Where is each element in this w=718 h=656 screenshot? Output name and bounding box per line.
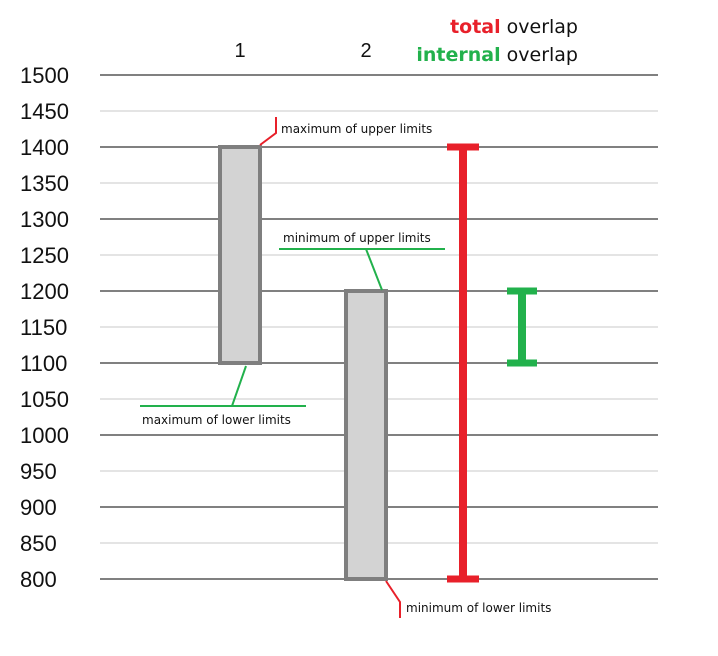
y-axis-tick-labels: 1500 1450 1400 1350 1300 1250 1200 1150 1100 1050… xyxy=(20,63,69,592)
internal-overlap-marker xyxy=(507,287,537,367)
min-lower-label: minimum of lower limits xyxy=(406,601,551,615)
max-upper-leader-line xyxy=(259,117,277,146)
legend-total-overlap: total overlap xyxy=(450,16,578,38)
min-upper-label: minimum of upper limits xyxy=(283,231,431,245)
max-lower-leader xyxy=(140,365,306,407)
y-tick-label: 1300 xyxy=(20,207,69,232)
range-bar-2 xyxy=(344,289,388,581)
y-tick-label: 1150 xyxy=(20,315,67,340)
y-tick-label: 800 xyxy=(20,567,57,592)
category-label: 1 xyxy=(234,40,245,62)
range-bar-1 xyxy=(218,145,262,365)
min-lower-leader xyxy=(385,580,401,618)
range-bars xyxy=(218,145,388,581)
max-upper-label: maximum of upper limits xyxy=(281,122,432,136)
overlap-markers xyxy=(447,143,537,583)
y-tick-label: 1450 xyxy=(20,99,69,124)
legend-internal-label: overlap xyxy=(507,44,578,66)
legend-internal-overlap: internal overlap xyxy=(416,44,578,66)
min-lower-leader-line xyxy=(385,580,401,618)
y-tick-label: 1100 xyxy=(20,351,67,376)
y-tick-label: 1050 xyxy=(20,387,69,412)
max-upper-leader xyxy=(259,117,277,146)
legend-internal-keyword: internal xyxy=(416,44,500,66)
y-tick-label: 950 xyxy=(20,459,57,484)
legend-total-keyword: total xyxy=(450,16,501,38)
y-tick-label: 1200 xyxy=(20,279,69,304)
min-upper-leader xyxy=(279,248,445,291)
max-lower-leader-line xyxy=(231,365,247,407)
y-tick-label: 1000 xyxy=(20,423,69,448)
y-tick-label: 1400 xyxy=(20,135,69,160)
legend: total overlap internal overlap xyxy=(416,16,578,66)
y-tick-label: 1250 xyxy=(20,243,69,268)
y-tick-label: 1350 xyxy=(20,171,69,196)
category-label: 2 xyxy=(360,40,371,62)
annotations: maximum of upper limits minimum of upper … xyxy=(140,117,551,618)
max-lower-label: maximum of lower limits xyxy=(142,413,291,427)
y-tick-label: 900 xyxy=(20,495,57,520)
y-tick-label: 850 xyxy=(20,531,57,556)
legend-total-label: overlap xyxy=(507,16,578,38)
total-overlap-marker xyxy=(447,143,479,583)
min-upper-leader-line xyxy=(365,248,383,291)
y-tick-label: 1500 xyxy=(20,63,69,88)
